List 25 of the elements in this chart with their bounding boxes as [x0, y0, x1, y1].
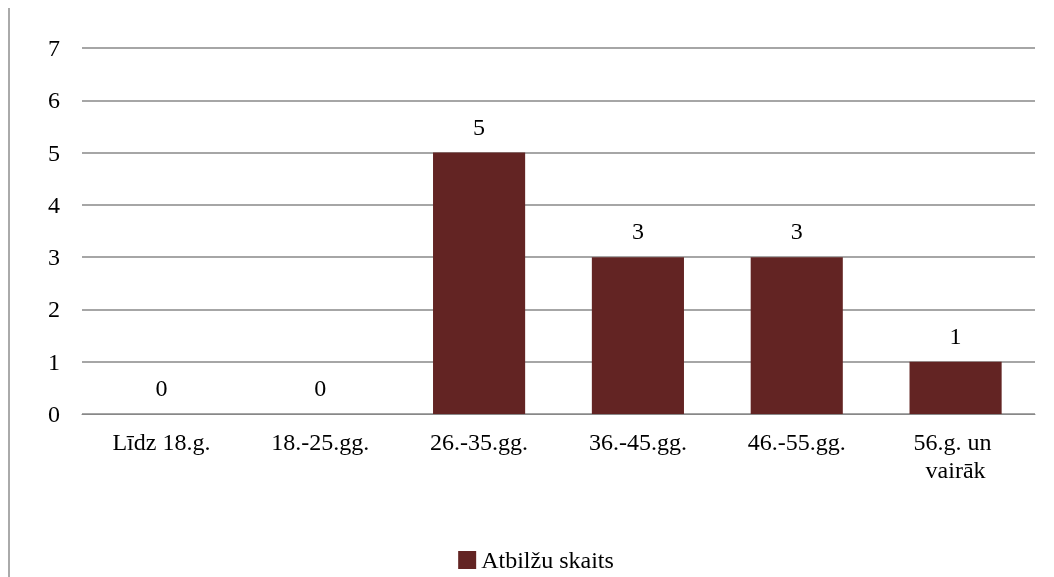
y-tick-label: 0 [48, 401, 60, 427]
x-tick-label: 18.-25.gg. [271, 429, 370, 455]
x-tick-label: 46.-55.gg. [747, 429, 846, 455]
data-label: 3 [631, 218, 644, 245]
bar [909, 361, 1002, 414]
data-label: 1 [949, 322, 962, 349]
data-label: 0 [314, 375, 327, 401]
x-tick-label: 26.-35.gg. [430, 429, 529, 455]
y-tick-label: 6 [48, 87, 60, 114]
y-tick-label: 1 [48, 348, 60, 375]
y-tick-label: 7 [48, 35, 60, 61]
y-tick-label: 5 [48, 139, 60, 166]
bar [433, 152, 526, 414]
data-label: 3 [790, 218, 803, 245]
y-tick-label: 2 [48, 296, 60, 323]
x-tick-label: Līdz 18.g. [112, 429, 211, 455]
bar [591, 257, 684, 414]
data-label: 0 [155, 375, 168, 401]
data-label: 5 [473, 113, 486, 140]
legend-label: Atbilžu skaits [481, 547, 614, 573]
y-tick-label: 4 [48, 191, 60, 218]
y-tick-label: 3 [48, 244, 60, 271]
x-tick-label: 56.g. un vairāk [913, 429, 998, 483]
bar [750, 257, 843, 414]
x-tick-label: 36.-45.gg. [588, 429, 687, 455]
